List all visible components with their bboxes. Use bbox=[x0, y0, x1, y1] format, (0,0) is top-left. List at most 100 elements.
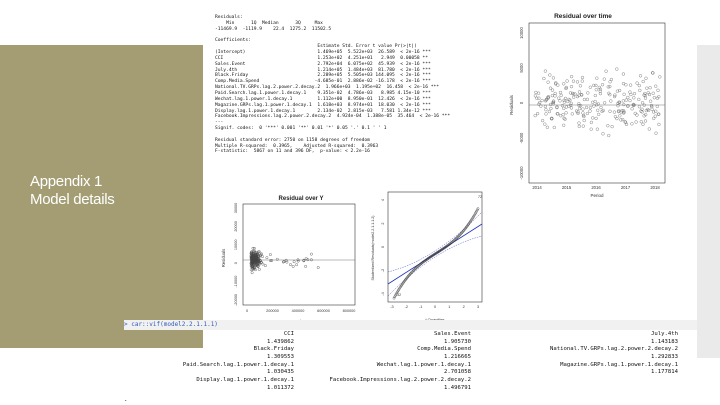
data-point bbox=[558, 99, 562, 103]
vif-row: 1.439862 1.905730 1.143183 bbox=[124, 339, 694, 347]
data-point bbox=[626, 104, 630, 108]
regression-line: Comp.Media.Spend -4.685e-01 2.886e-02 -1… bbox=[215, 79, 431, 85]
regression-line: July.4th 1.214e+05 1.484e+03 81.780 < 2e… bbox=[215, 67, 431, 73]
data-point bbox=[544, 108, 548, 112]
outlier-label-top: 72 bbox=[478, 195, 482, 199]
data-point bbox=[657, 122, 661, 126]
tick-label: 4 bbox=[381, 199, 385, 201]
regression-line: Residuals: bbox=[215, 15, 243, 20]
regression-line: Black.Friday 2.289e+05 5.505e+03 144.095… bbox=[215, 73, 431, 79]
data-point bbox=[457, 234, 461, 238]
data-point bbox=[413, 268, 416, 271]
data-point bbox=[252, 259, 255, 262]
data-point bbox=[616, 104, 620, 108]
data-point bbox=[600, 83, 605, 87]
data-point bbox=[310, 252, 313, 256]
data-point bbox=[463, 228, 466, 231]
data-point bbox=[571, 92, 576, 96]
data-point bbox=[564, 86, 568, 91]
data-point bbox=[564, 105, 568, 109]
console-command-bar bbox=[124, 320, 697, 330]
data-point bbox=[533, 113, 537, 118]
data-point bbox=[412, 268, 416, 272]
data-point bbox=[570, 91, 575, 95]
regression-line: --- bbox=[215, 120, 224, 126]
vif-variable-name: Paid.Search.lag.1.power.1.decay.1 bbox=[182, 361, 294, 368]
regression-line: Estimate Std. Error t value Pr(>|t|) bbox=[215, 44, 417, 50]
data-point bbox=[572, 95, 576, 99]
data-point bbox=[556, 83, 560, 87]
tick-label: 800000 bbox=[343, 309, 356, 313]
x-tick-labels: 0 200000 400000 600000 800000 bbox=[246, 309, 355, 313]
data-point bbox=[459, 232, 463, 235]
data-point bbox=[650, 107, 654, 111]
data-point bbox=[548, 86, 553, 90]
data-point bbox=[548, 102, 553, 107]
data-point bbox=[591, 116, 595, 120]
data-point bbox=[632, 103, 636, 107]
data-point bbox=[629, 92, 633, 97]
data-point bbox=[621, 117, 625, 122]
data-point bbox=[295, 263, 299, 267]
section-title-line2: Model details bbox=[30, 191, 115, 208]
data-point bbox=[607, 133, 611, 138]
tick-label: 1 bbox=[448, 305, 450, 309]
data-point bbox=[598, 87, 602, 91]
data-point bbox=[533, 94, 537, 98]
data-point bbox=[596, 108, 600, 112]
vif-variable-name: Magazine.GRPs.lag.1.power.1.decay.1 bbox=[560, 361, 678, 368]
data-point bbox=[536, 91, 541, 95]
data-point bbox=[575, 94, 580, 99]
data-point bbox=[622, 111, 626, 115]
data-point bbox=[474, 211, 478, 214]
tick-label: 2015 bbox=[562, 185, 572, 190]
vif-value bbox=[471, 385, 678, 393]
tick-label: 200000 bbox=[266, 309, 279, 313]
data-point bbox=[259, 253, 263, 257]
residual-over-time-plot: Residual over time 10000 5000 0 -5000 -10000… bbox=[509, 13, 666, 198]
data-point bbox=[644, 76, 648, 80]
data-point bbox=[547, 109, 551, 114]
data-point bbox=[296, 259, 300, 263]
data-point bbox=[539, 104, 543, 108]
data-point bbox=[610, 124, 614, 129]
data-point bbox=[407, 274, 411, 277]
x-axis-label: t Quantiles bbox=[425, 317, 444, 322]
data-point bbox=[555, 112, 559, 116]
vif-value: 1.905730 bbox=[444, 338, 471, 345]
data-point bbox=[256, 265, 260, 268]
tick-label: 0 bbox=[246, 309, 248, 313]
data-point bbox=[414, 266, 418, 270]
data-point bbox=[624, 120, 628, 124]
data-point bbox=[540, 118, 545, 123]
data-point bbox=[622, 92, 626, 96]
data-point bbox=[647, 108, 651, 112]
tick-label: 3 bbox=[477, 305, 479, 309]
data-point bbox=[620, 109, 624, 113]
data-point bbox=[292, 260, 296, 264]
data-point bbox=[597, 85, 601, 89]
data-point bbox=[534, 90, 538, 94]
data-point bbox=[562, 98, 566, 102]
data-point bbox=[613, 93, 617, 97]
data-point bbox=[259, 261, 263, 264]
data-point bbox=[648, 86, 652, 90]
data-point bbox=[476, 208, 479, 212]
data-point bbox=[250, 251, 253, 255]
data-point bbox=[592, 83, 596, 87]
vif-variable-name: Display.lag.1.power.1.decay.1 bbox=[196, 377, 294, 384]
data-point bbox=[578, 84, 582, 88]
data-point bbox=[458, 233, 461, 237]
data-point bbox=[282, 260, 286, 264]
data-point bbox=[630, 107, 634, 111]
data-point bbox=[453, 238, 456, 242]
data-point bbox=[316, 266, 320, 269]
data-point bbox=[606, 124, 610, 128]
data-point bbox=[455, 236, 459, 240]
data-point bbox=[651, 71, 655, 75]
outlier-label-bottom: -32 bbox=[396, 293, 401, 297]
data-point bbox=[291, 265, 295, 268]
section-sidebar bbox=[0, 45, 203, 348]
data-point bbox=[656, 88, 660, 92]
data-point bbox=[579, 92, 584, 97]
